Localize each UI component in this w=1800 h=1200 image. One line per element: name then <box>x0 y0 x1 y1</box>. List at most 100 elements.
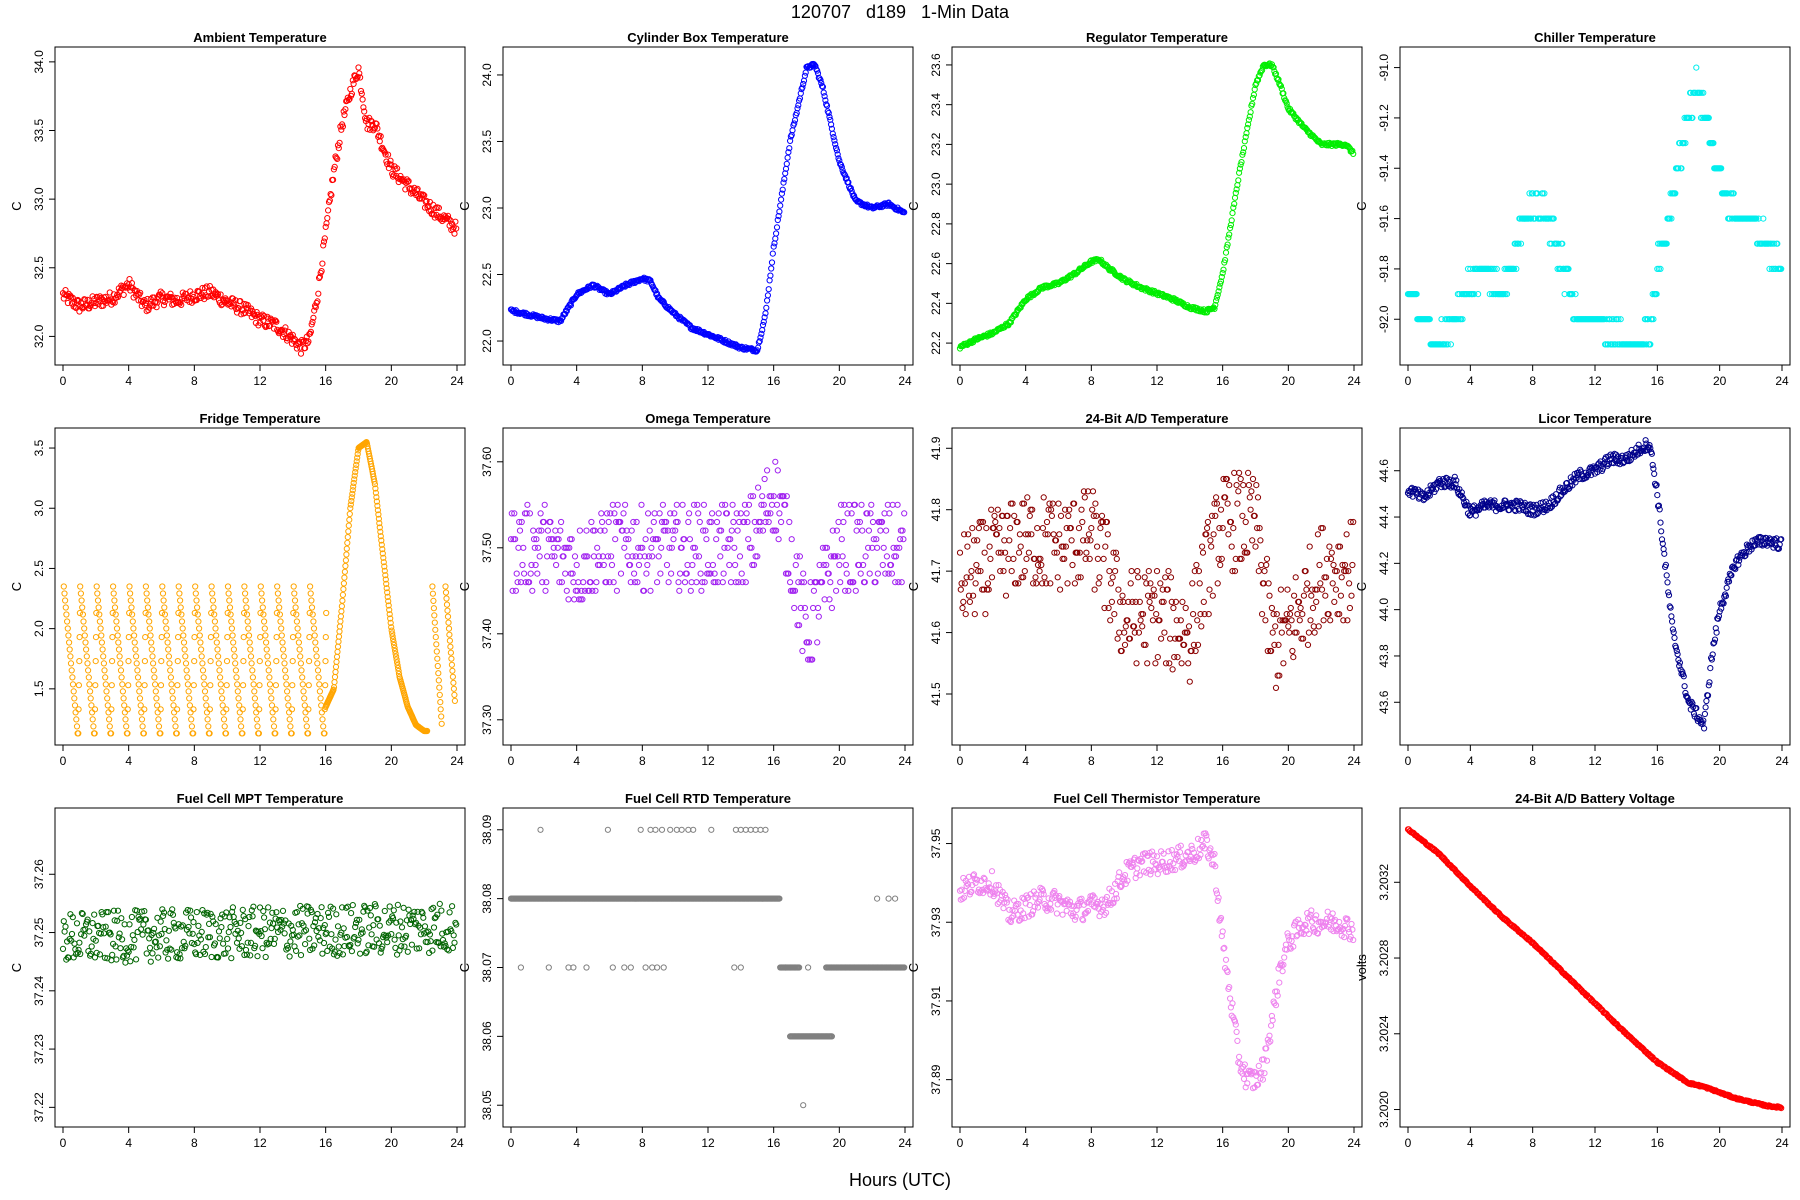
data-point <box>1258 561 1265 569</box>
data-point <box>747 493 754 500</box>
data-point <box>1712 625 1719 632</box>
data-point <box>442 583 449 590</box>
data-point <box>225 929 232 936</box>
data-point <box>60 583 67 590</box>
data-point <box>1017 304 1024 311</box>
data-point <box>320 242 327 249</box>
data-point <box>88 943 95 950</box>
data-point <box>1705 682 1712 689</box>
ambient-temperature-x-tick-label: 20 <box>385 374 399 388</box>
data-point <box>540 518 547 526</box>
data-point <box>67 660 75 667</box>
data-point <box>297 660 304 667</box>
data-point <box>1181 629 1189 636</box>
data-point <box>845 587 852 594</box>
data-point <box>113 956 120 963</box>
data-point <box>178 923 185 930</box>
data-point <box>865 544 872 551</box>
data-point <box>211 618 218 625</box>
data-point <box>819 579 826 586</box>
data-point <box>233 674 240 681</box>
data-point <box>248 660 255 667</box>
data-point <box>838 164 845 171</box>
data-point <box>260 908 267 915</box>
data-point <box>630 518 637 526</box>
data-point <box>404 948 411 955</box>
data-point <box>435 204 442 211</box>
data-point <box>1053 549 1061 556</box>
data-point <box>877 527 884 534</box>
data-point <box>192 951 200 958</box>
data-point <box>1052 537 1060 544</box>
data-point <box>297 653 304 660</box>
data-point <box>1283 100 1290 107</box>
data-point <box>393 919 400 926</box>
data-point <box>288 730 295 737</box>
data-point <box>165 927 172 934</box>
data-point <box>226 604 234 611</box>
data-point <box>92 682 99 689</box>
fuel-cell-mpt-temperature-x-tick-label: 12 <box>253 1136 267 1150</box>
data-point <box>552 527 559 534</box>
data-point <box>571 553 579 560</box>
chiller-temperature-y-tick-label: -91.6 <box>1377 205 1391 233</box>
data-point <box>185 688 192 695</box>
data-point <box>1168 598 1175 606</box>
data-point <box>820 89 827 96</box>
data-point <box>778 518 785 526</box>
data-point <box>217 681 224 688</box>
data-point <box>1074 549 1081 556</box>
data-point <box>1707 665 1714 672</box>
data-point <box>157 918 164 925</box>
data-point <box>349 490 356 497</box>
data-point <box>1085 531 1093 538</box>
data-point <box>778 190 786 197</box>
data-point <box>1291 592 1298 599</box>
data-point <box>215 653 222 660</box>
data-point <box>348 948 355 955</box>
data-point <box>565 596 572 603</box>
data-point <box>801 604 809 612</box>
data-point <box>860 202 867 209</box>
data-point <box>451 691 458 699</box>
data-point <box>446 631 453 638</box>
data-point <box>228 625 235 632</box>
data-point <box>215 954 222 961</box>
data-point <box>251 695 258 702</box>
data-point <box>348 910 355 917</box>
data-point <box>1236 169 1243 176</box>
data-point <box>278 625 285 632</box>
licor-temperature-x-tick-label: 16 <box>1651 754 1665 768</box>
data-point <box>1238 555 1245 563</box>
data-point <box>641 553 648 560</box>
data-point <box>394 659 401 666</box>
licor-temperature-y-tick-label: 44.4 <box>1377 505 1391 529</box>
data-point <box>303 723 310 730</box>
data-point <box>133 653 140 660</box>
data-point <box>1668 215 1675 222</box>
data-point <box>1077 574 1084 581</box>
data-point <box>1441 484 1448 491</box>
data-point <box>834 151 841 158</box>
data-point <box>138 709 145 716</box>
data-point <box>341 111 348 119</box>
data-point <box>1217 561 1224 569</box>
data-point <box>718 501 726 508</box>
data-point <box>963 574 970 581</box>
data-point <box>113 625 121 632</box>
chiller-temperature-y-axis-label: C <box>1354 201 1369 210</box>
data-point <box>449 673 456 680</box>
data-point <box>870 536 877 543</box>
data-point <box>970 537 978 544</box>
data-point <box>381 907 388 915</box>
data-point <box>1157 580 1164 587</box>
data-point <box>1413 291 1420 298</box>
data-point <box>1173 617 1180 624</box>
data-point <box>1652 482 1659 489</box>
data-point <box>134 674 142 681</box>
data-point <box>858 501 865 508</box>
data-point <box>273 658 280 665</box>
data-point <box>635 561 643 569</box>
data-point <box>566 544 573 551</box>
data-point <box>424 939 431 946</box>
